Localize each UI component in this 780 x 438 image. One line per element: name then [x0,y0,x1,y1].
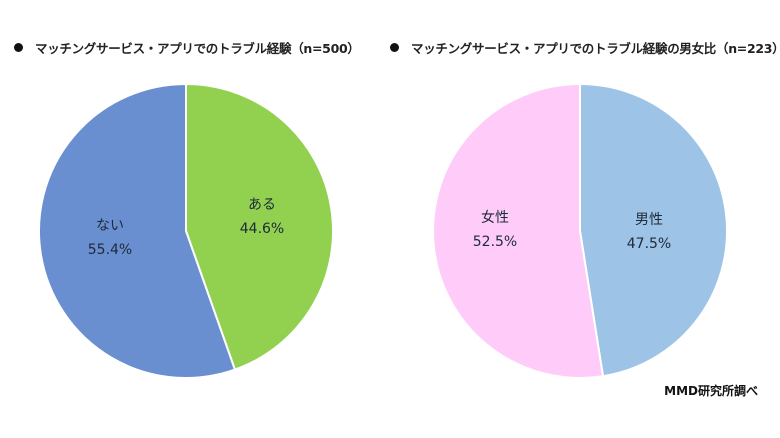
right-chart-title: マッチングサービス・アプリでのトラブル経験の男女比（n=223） [390,38,780,57]
right-chart-title-text: マッチングサービス・アプリでのトラブル経験の男女比（n=223） [411,41,780,56]
left-pie-chart [38,82,334,379]
slice-value: 44.6% [239,221,285,237]
slice-label-aru: ある 44.6% [240,193,284,241]
slice-label-female: 女性 52.5% [473,206,517,254]
right-pie-chart [432,82,728,379]
slice-category: ない [95,218,124,234]
source-credit: MMD研究所調べ [664,384,758,398]
pie-slice [432,82,605,379]
slice-value: 47.5% [626,236,672,252]
slice-value: 55.4% [87,242,133,258]
left-chart-title-text: マッチングサービス・アプリでのトラブル経験（n=500） [35,41,360,56]
left-chart-title: マッチングサービス・アプリでのトラブル経験（n=500） [14,38,360,57]
slice-value: 52.5% [472,234,518,250]
bullet-icon [14,43,23,52]
slice-category: 男性 [634,212,663,228]
slice-label-male: 男性 47.5% [627,208,671,256]
pie-slice [38,82,237,379]
bullet-icon [390,43,399,52]
slice-category: 女性 [480,210,509,226]
slice-label-nai: ない 55.4% [88,214,132,262]
slice-category: ある [247,197,276,213]
pie-slice [579,82,728,378]
pie-slice [185,82,334,371]
